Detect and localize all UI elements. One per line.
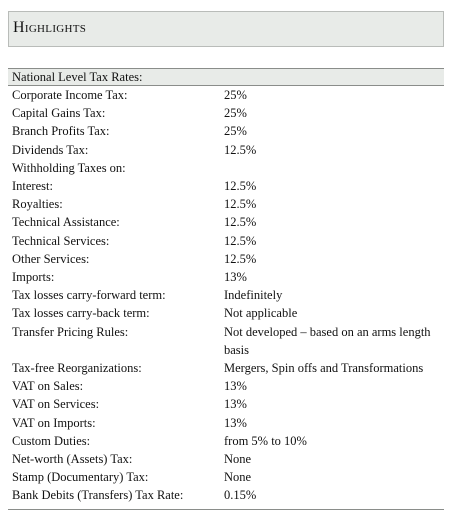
row-value: 13% — [224, 379, 247, 394]
table-row: Capital Gains Tax: 25% — [8, 104, 444, 122]
table-row: Stamp (Documentary) Tax: None — [8, 468, 444, 486]
row-value: 12.5% — [224, 179, 257, 194]
row-value: 12.5% — [224, 251, 257, 266]
row-value: 12.5% — [224, 215, 257, 230]
row-label: Technical Assistance: — [12, 215, 120, 230]
table-row: VAT on Sales: 13% — [8, 377, 444, 395]
row-label: VAT on Services: — [12, 397, 100, 412]
table-row: Custom Duties: from 5% to 10% — [8, 432, 444, 450]
row-label: Corporate Income Tax: — [12, 88, 128, 102]
table-row: Royalties: 12.5% — [8, 195, 444, 213]
row-value: None — [224, 452, 252, 467]
row-value: 13% — [224, 415, 247, 430]
row-label: Bank Debits (Transfers) Tax Rate: — [12, 488, 184, 503]
row-label: Withholding Taxes on: — [12, 160, 126, 175]
row-label: Royalties: — [12, 197, 63, 212]
table-row: Interest: 12.5% — [8, 177, 444, 195]
table-row: Technical Services: 12.5% — [8, 232, 444, 250]
table-row: Branch Profits Tax: 25% — [8, 122, 444, 140]
row-value: 13% — [224, 270, 247, 285]
table-row: Tax-free Reorganizations: Mergers, Spin o… — [8, 359, 444, 377]
table-row: Corporate Income Tax: 25% — [8, 86, 444, 104]
table-row: Tax losses carry-back term: Not applicabl… — [8, 304, 444, 322]
row-label: Technical Services: — [12, 233, 110, 248]
table-row: Other Services: 12.5% — [8, 250, 444, 268]
row-label: VAT on Imports: — [12, 415, 96, 430]
section-heading: National Level Tax Rates: — [8, 68, 444, 86]
row-label: Dividends Tax: — [12, 142, 89, 157]
row-value: 0.15% — [224, 488, 257, 503]
row-label: Net-worth (Assets) Tax: — [12, 452, 133, 467]
row-label: Tax-free Reorganizations: — [12, 361, 142, 376]
table-row: Dividends Tax: 12.5% — [8, 141, 444, 159]
table-body: Corporate Income Tax: 25% Capital Gains Ta… — [8, 86, 444, 505]
row-value: 12.5% — [224, 233, 257, 248]
highlights-header: Highlights — [8, 11, 444, 47]
row-label: Imports: — [12, 270, 55, 285]
row-label: Tax losses carry-forward term: — [12, 288, 166, 303]
table-row: Bank Debits (Transfers) Tax Rate: 0.15% — [8, 486, 444, 504]
table-row: Imports: 13% — [8, 268, 444, 286]
row-label: Capital Gains Tax: — [12, 106, 106, 121]
row-label: Branch Profits Tax: — [12, 124, 110, 139]
row-label: VAT on Sales: — [12, 379, 84, 394]
row-value: Indefinitely — [224, 288, 283, 303]
row-label: Other Services: — [12, 251, 90, 266]
table-row: Technical Assistance: 12.5% — [8, 213, 444, 231]
table-row: VAT on Services: 13% — [8, 395, 444, 413]
tax-rates-table: National Level Tax Rates: Corporate Inco… — [8, 68, 444, 510]
row-value: 25% — [224, 106, 247, 121]
bottom-divider — [8, 508, 444, 510]
row-value: None — [224, 470, 252, 485]
table-row: Transfer Pricing Rules: Not developed – b… — [8, 323, 444, 359]
row-value: from 5% to 10% — [224, 433, 307, 448]
row-value: 12.5% — [224, 197, 257, 212]
row-label: Transfer Pricing Rules: — [12, 324, 129, 339]
row-value: 25% — [224, 124, 247, 139]
table-row: Net-worth (Assets) Tax: None — [8, 450, 444, 468]
page-title: Highlights — [13, 19, 87, 36]
row-label: Interest: — [12, 179, 53, 194]
row-value: Not applicable — [224, 306, 298, 321]
row-value: 12.5% — [224, 142, 257, 157]
row-value: Not developed – based on an arms length … — [224, 324, 431, 357]
row-label: Custom Duties: — [12, 433, 91, 448]
row-value: 13% — [224, 397, 247, 412]
row-value: Mergers, Spin offs and Transformations — [224, 361, 424, 376]
table-row: Tax losses carry-forward term: Indefinite… — [8, 286, 444, 304]
row-label: Tax losses carry-back term: — [12, 306, 150, 321]
row-value — [224, 159, 444, 177]
table-row: Withholding Taxes on: — [8, 159, 444, 177]
table-row: VAT on Imports: 13% — [8, 414, 444, 432]
row-value: 25% — [224, 88, 247, 102]
row-label: Stamp (Documentary) Tax: — [12, 470, 149, 485]
